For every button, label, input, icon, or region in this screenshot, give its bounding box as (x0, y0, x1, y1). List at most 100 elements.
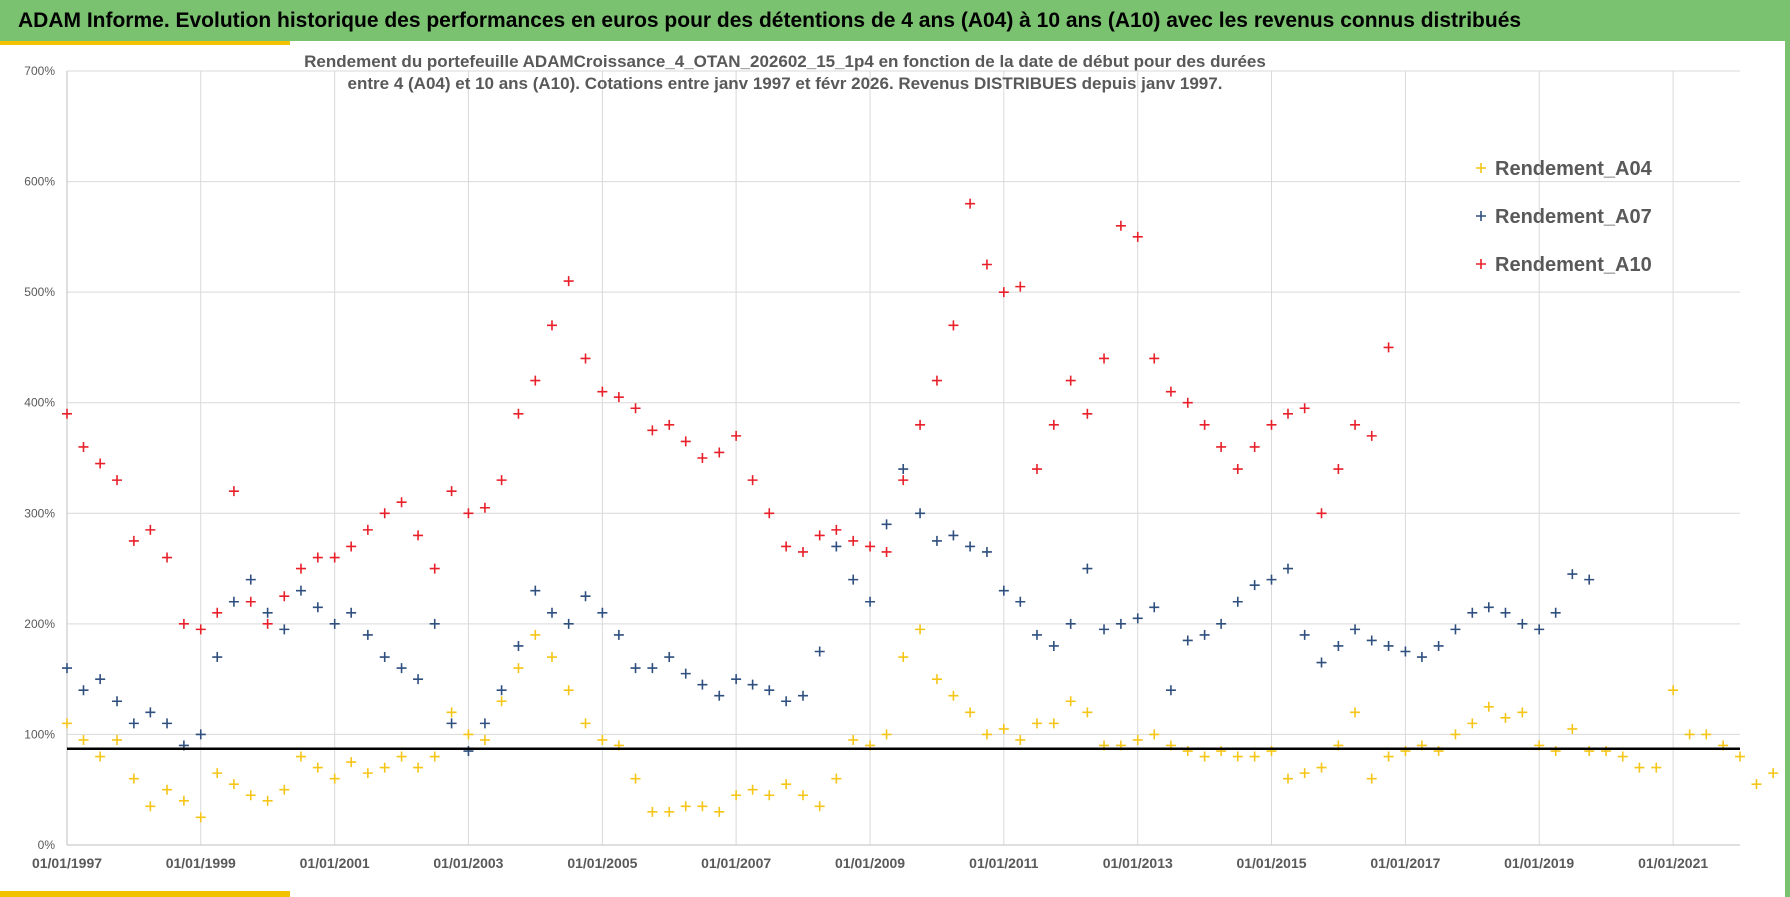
point-marker (1316, 762, 1327, 773)
x-tick-label: 01/01/2019 (1504, 855, 1574, 871)
point-marker (1065, 375, 1076, 386)
point-marker (513, 663, 524, 674)
point-marker (1383, 640, 1394, 651)
point-marker (1584, 574, 1595, 585)
point-marker (1450, 624, 1461, 635)
point-marker (496, 696, 507, 707)
legend-marker (1476, 259, 1486, 269)
point-marker (112, 696, 123, 707)
point-marker (697, 453, 708, 463)
point-marker (1199, 751, 1210, 762)
point-marker (597, 607, 608, 618)
point-marker (680, 801, 691, 812)
y-axis: 0% 100% 200% 300% 400% 500% 600% 700% (24, 64, 68, 852)
point-marker (1350, 707, 1361, 718)
point-marker (546, 320, 557, 331)
chart-title: Rendement du portefeuille ADAMCroissance… (304, 52, 1266, 93)
point-marker (446, 486, 457, 497)
point-marker (1132, 613, 1143, 624)
point-marker (1199, 629, 1210, 640)
point-marker (881, 729, 892, 740)
point-marker (1048, 718, 1059, 729)
point-marker (781, 541, 792, 552)
point-marker (998, 723, 1009, 734)
point-marker (1282, 773, 1293, 784)
point-marker (613, 392, 624, 403)
point-marker (831, 773, 842, 784)
point-marker (162, 552, 173, 563)
point-marker (1199, 419, 1210, 430)
point-marker (245, 574, 256, 585)
point-marker (1299, 768, 1310, 779)
point-marker (1015, 596, 1026, 607)
x-tick-label: 01/01/2011 (969, 855, 1039, 871)
point-marker (1132, 231, 1143, 242)
point-marker (1333, 464, 1344, 475)
point-marker (1534, 624, 1545, 635)
accent-bar-top (0, 41, 290, 45)
point-marker (1149, 729, 1160, 740)
point-marker (1467, 607, 1478, 618)
point-marker (145, 801, 156, 812)
point-marker (379, 508, 390, 519)
point-marker (1517, 618, 1528, 629)
point-marker (881, 519, 892, 530)
point-marker (898, 652, 909, 663)
point-marker (1500, 607, 1511, 618)
point-marker (563, 276, 574, 287)
point-marker (664, 652, 675, 663)
point-marker (62, 663, 72, 674)
point-marker (1132, 734, 1143, 745)
point-marker (563, 618, 574, 629)
y-tick-label: 400% (24, 396, 55, 410)
point-marker (429, 751, 440, 762)
point-marker (1249, 751, 1260, 762)
point-marker (1634, 762, 1645, 773)
point-marker (1232, 596, 1243, 607)
point-marker (396, 497, 407, 508)
point-marker (1483, 701, 1494, 712)
point-marker (998, 287, 1009, 298)
point-marker (1299, 403, 1310, 414)
chart-title-line-2: entre 4 (A04) et 10 ans (A10). Cotations… (348, 74, 1223, 93)
y-tick-label: 600% (24, 175, 55, 189)
point-marker (1751, 779, 1762, 790)
point-marker (329, 618, 340, 629)
point-marker (1282, 408, 1293, 419)
grid (66, 70, 1740, 846)
point-marker (329, 552, 340, 563)
point-marker (78, 441, 89, 452)
point-marker (764, 790, 775, 801)
point-marker (630, 773, 641, 784)
point-marker (212, 652, 223, 663)
chart-title-line-1: Rendement du portefeuille ADAMCroissance… (304, 52, 1266, 71)
point-marker (1266, 419, 1277, 430)
point-marker (78, 685, 89, 696)
x-tick-label: 01/01/2013 (1103, 855, 1173, 871)
scatter-chart: 0% 100% 200% 300% 400% 500% 600% 700% 01/01/199… (0, 45, 1785, 891)
point-marker (798, 790, 809, 801)
point-marker (463, 729, 474, 740)
point-marker (865, 541, 876, 552)
point-marker (948, 530, 959, 541)
point-marker (1232, 751, 1243, 762)
point-marker (362, 768, 373, 779)
point-marker (831, 524, 842, 535)
point-marker (228, 596, 239, 607)
point-marker (312, 552, 323, 563)
point-marker (1383, 342, 1394, 353)
legend: Rendement_A04 Rendement_A07 Rendement_A10 (1476, 158, 1653, 276)
point-marker (262, 795, 273, 806)
point-marker (747, 784, 758, 795)
point-marker (597, 386, 608, 397)
point-marker (178, 795, 189, 806)
point-marker (413, 762, 424, 773)
point-marker (546, 652, 557, 663)
point-marker (965, 198, 976, 209)
point-marker (647, 806, 658, 817)
point-marker (1467, 718, 1478, 729)
point-marker (530, 585, 541, 596)
point-marker (112, 734, 123, 745)
point-marker (1768, 768, 1779, 779)
point-marker (479, 502, 490, 513)
